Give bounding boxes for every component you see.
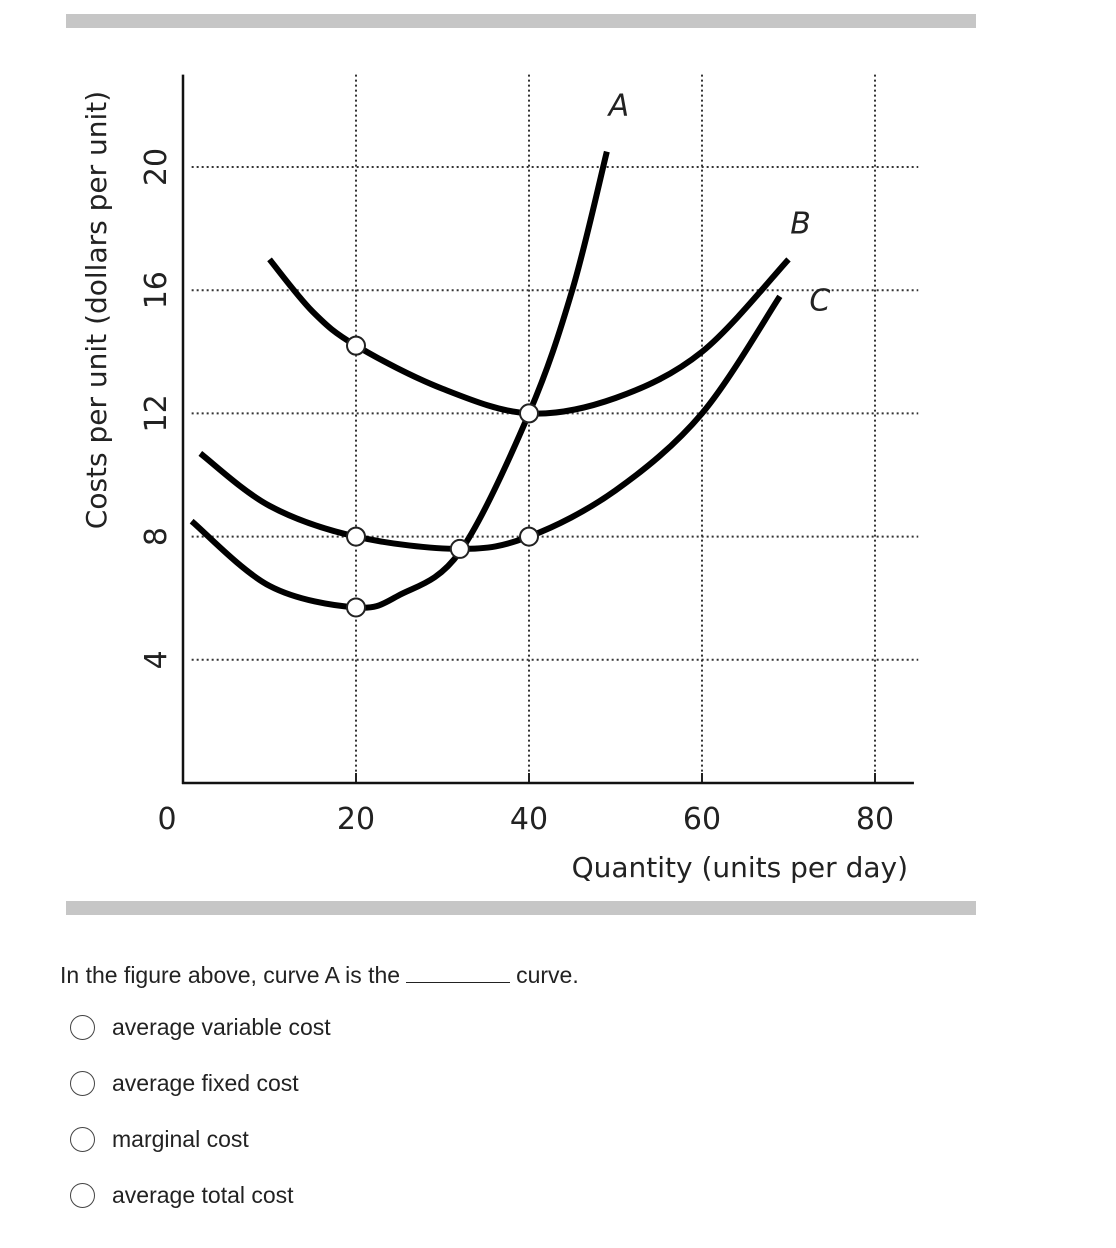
data-point-5 [346,597,366,618]
y-tick-label-8: 8 [139,527,174,546]
cost-curves-chart: 0 20 40 60 80 4 8 12 16 20 Quantity (units per day… [80,74,919,884]
option-label: average variable cost [112,1013,331,1040]
y-tick-label-4: 4 [139,650,174,669]
chart-curves [189,150,791,611]
question-prefix: In the figure above, curve A is the [60,962,401,988]
chart-labels: 0 20 40 60 80 4 8 12 16 20 Quantity (units per day… [80,89,908,884]
data-point-3 [449,538,470,559]
curve-B [267,257,791,417]
chart-points [346,335,539,618]
x-tick-label-40: 40 [510,802,548,837]
curve-label-C: C [809,283,830,318]
radio-button[interactable] [70,1182,95,1208]
option-label: marginal cost [112,1125,249,1152]
top-divider [66,14,976,28]
y-axis-title: Costs per unit (dollars per unit) [80,91,113,529]
x-tick-label-0: 0 [157,802,176,837]
option-marginal-cost[interactable]: marginal cost [70,1123,249,1155]
curve-C [198,294,783,552]
y-tick-label-12: 12 [139,394,174,432]
bottom-divider [66,901,976,915]
answer-blank [406,981,511,983]
option-label: average total cost [112,1181,294,1208]
radio-button[interactable] [70,1126,95,1152]
x-tick-label-60: 60 [683,802,721,837]
data-point-4 [519,526,539,547]
option-average-total-cost[interactable]: average total cost [70,1179,294,1211]
data-point-0 [346,335,366,356]
curve-label-B: B [790,206,811,241]
curve-label-A: A [607,89,630,124]
x-tick-label-80: 80 [856,802,894,837]
data-point-2 [346,526,366,547]
chart-axes [181,74,914,785]
chart-grid [191,74,919,783]
option-average-variable-cost[interactable]: average variable cost [70,1011,331,1043]
data-point-1 [519,403,539,424]
y-tick-label-20: 20 [139,148,174,186]
option-average-fixed-cost[interactable]: average fixed cost [70,1067,299,1099]
radio-button[interactable] [70,1070,95,1096]
option-label: average fixed cost [112,1069,299,1096]
x-tick-label-20: 20 [337,802,375,837]
y-tick-label-16: 16 [139,271,174,309]
question-suffix: curve. [516,962,579,988]
radio-button[interactable] [70,1014,95,1040]
curve-A [189,150,610,611]
x-axis-title: Quantity (units per day) [572,851,908,884]
question-text: In the figure above, curve A is the curve… [60,962,579,989]
